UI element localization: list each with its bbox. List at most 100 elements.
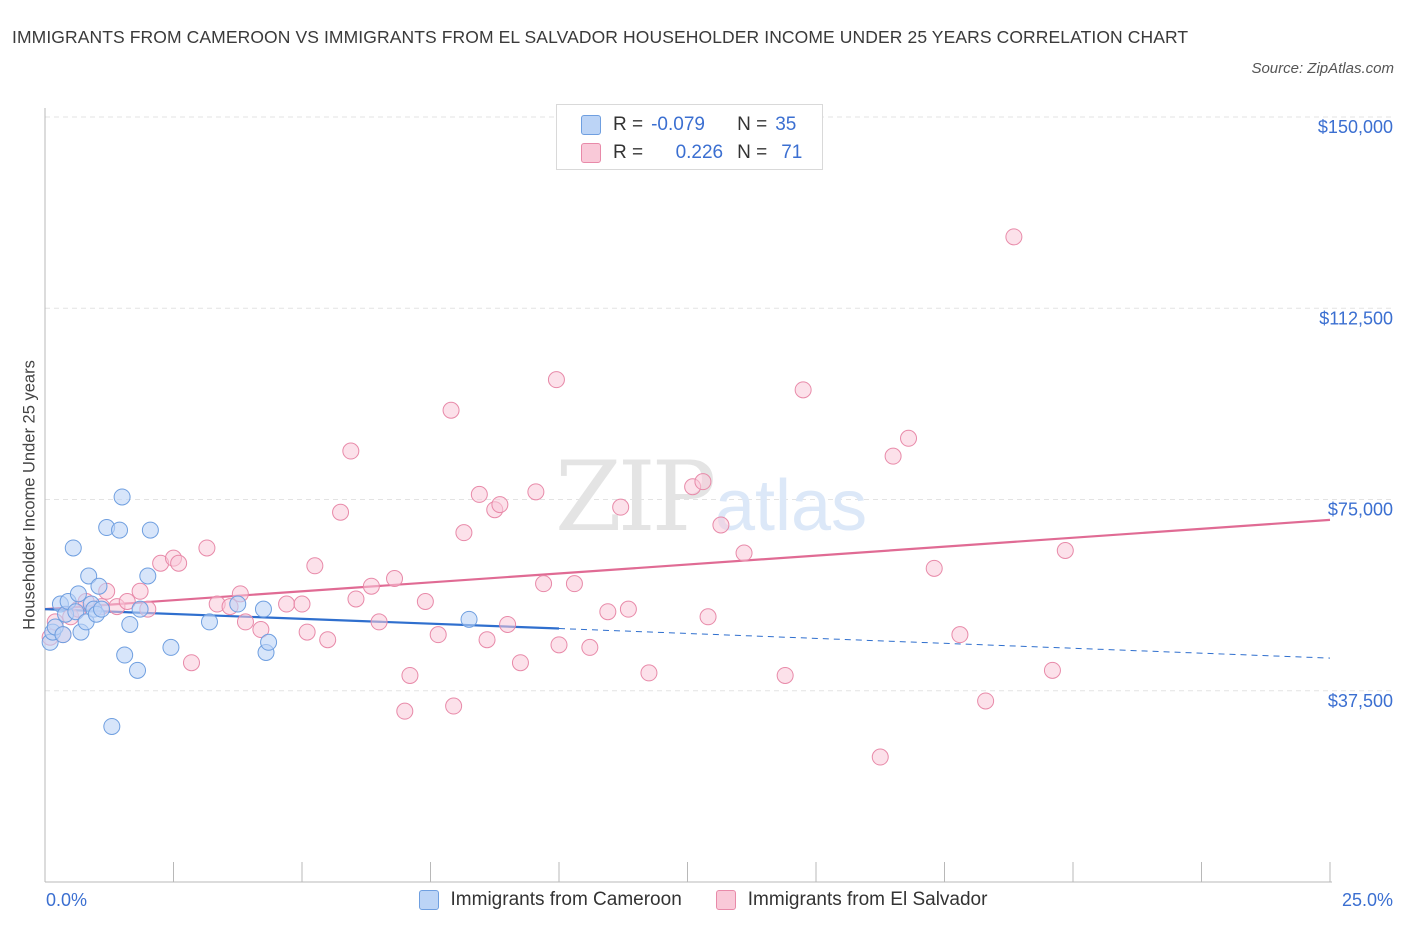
elsalvador-point xyxy=(332,503,350,521)
elsalvador-point xyxy=(1056,542,1074,559)
elsalvador-point xyxy=(547,371,565,389)
cameroon-point xyxy=(103,717,121,735)
watermark-atlas: atlas xyxy=(715,466,867,546)
elsalvador-point xyxy=(370,613,388,631)
elsalvador-point xyxy=(347,590,365,608)
grid-lines xyxy=(45,116,1393,692)
x-tick-max: 25.0% xyxy=(1341,890,1393,910)
elsalvador-point xyxy=(118,593,136,610)
elsalvador-point xyxy=(445,697,463,715)
elsalvador-point xyxy=(925,559,943,577)
elsalvador-point xyxy=(416,593,434,610)
cameroon-swatch xyxy=(581,115,601,135)
y-tick-labels: $37,500 $75,000 $112,500 $150,000 xyxy=(1318,117,1393,711)
elsalvador-point xyxy=(182,654,200,672)
y-tick-label: $150,000 xyxy=(1318,117,1393,137)
n-value: 35 xyxy=(775,114,797,135)
elsalvador-point xyxy=(699,608,717,626)
axes xyxy=(44,108,1332,883)
elsalvador-point xyxy=(131,582,149,600)
elsalvador-swatch xyxy=(581,143,601,163)
elsalvador-point xyxy=(362,577,380,595)
elsalvador-point xyxy=(342,442,360,460)
legend-label-cameroon: Immigrants from Cameroon xyxy=(450,889,682,910)
cameroon-point xyxy=(90,577,108,595)
cameroon-point xyxy=(139,567,157,585)
r-label: R = xyxy=(613,142,644,163)
chart-title: IMMIGRANTS FROM CAMEROON VS IMMIGRANTS F… xyxy=(12,27,1189,47)
r-label: R = xyxy=(613,114,644,135)
elsalvador-point xyxy=(236,613,254,631)
elsalvador-point xyxy=(298,623,316,641)
elsalvador-trend-line xyxy=(44,518,1331,611)
elsalvador-point xyxy=(429,626,447,644)
n-label: N = xyxy=(737,142,768,163)
elsalvador-point xyxy=(527,483,545,501)
x-tick-min: 0.0% xyxy=(46,890,88,910)
cameroon-point xyxy=(113,488,131,506)
cameroon-swatch xyxy=(418,890,439,910)
cameroon-point xyxy=(254,600,272,618)
n-label: N = xyxy=(737,114,768,135)
cameroon-point xyxy=(111,521,129,539)
elsalvador-point xyxy=(694,473,712,491)
elsalvador-point xyxy=(293,595,311,613)
elsalvador-point xyxy=(278,595,296,613)
elsalvador-point xyxy=(776,666,794,684)
cameroon-point xyxy=(129,661,147,679)
elsalvador-point xyxy=(599,603,617,621)
elsalvador-point xyxy=(491,496,509,514)
elsalvador-point xyxy=(612,498,630,516)
cameroon-point xyxy=(260,633,278,651)
elsalvador-point xyxy=(900,429,918,447)
series-legend: Immigrants from Cameroon Immigrants from… xyxy=(0,889,1406,911)
cameroon-point xyxy=(131,600,149,618)
elsalvador-point xyxy=(712,516,730,534)
elsalvador-point xyxy=(396,702,414,720)
elsalvador-point xyxy=(511,654,529,672)
stats-row-elsalvador: R = 0.226 N = 71 xyxy=(581,140,802,166)
cameroon-point xyxy=(200,613,218,631)
elsalvador-point xyxy=(794,381,812,399)
elsalvador-point xyxy=(565,575,583,593)
y-axis-label: Householder Income Under 25 years xyxy=(20,360,39,630)
elsalvador-point xyxy=(619,600,637,618)
elsalvador-point xyxy=(306,557,324,575)
elsalvador-point xyxy=(386,570,404,588)
elsalvador-point xyxy=(198,539,216,557)
elsalvador-point xyxy=(884,447,902,465)
elsalvador-point xyxy=(640,664,658,682)
elsalvador-point xyxy=(470,485,488,503)
cameroon-point xyxy=(69,585,87,603)
elsalvador-point xyxy=(977,692,995,710)
elsalvador-point xyxy=(951,626,969,644)
elsalvador-point xyxy=(401,666,419,684)
cameroon-point xyxy=(229,595,247,613)
cameroon-point xyxy=(141,521,159,539)
r-value: -0.079 xyxy=(651,114,705,135)
cameroon-point xyxy=(54,626,72,644)
cameroon-point xyxy=(162,638,180,656)
elsalvador-point xyxy=(1005,228,1023,246)
elsalvador-point xyxy=(1043,661,1061,679)
elsalvador-point xyxy=(319,631,337,649)
legend-item-cameroon: Immigrants from Cameroon xyxy=(418,889,682,911)
cameroon-point xyxy=(116,646,134,664)
stats-legend: R = -0.079 N = 35 R = 0.226 N = 71 xyxy=(556,104,823,170)
cameroon-point xyxy=(80,567,98,585)
elsalvador-point xyxy=(871,748,889,766)
chart-source: Source: ZipAtlas.com xyxy=(1251,60,1394,77)
elsalvador-point xyxy=(455,524,473,542)
elsalvador-point xyxy=(170,554,188,572)
elsalvador-point xyxy=(735,544,753,562)
elsalvador-point xyxy=(252,621,270,639)
y-tick-label: $112,500 xyxy=(1319,308,1393,328)
cameroon-points xyxy=(41,488,478,735)
cameroon-point xyxy=(460,610,478,628)
cameroon-trend-extension xyxy=(558,628,1331,659)
elsalvador-point xyxy=(535,575,553,593)
cameroon-point xyxy=(64,539,82,557)
legend-item-elsalvador: Immigrants from El Salvador xyxy=(715,889,987,911)
y-tick-label: $37,500 xyxy=(1328,691,1393,711)
elsalvador-swatch xyxy=(715,890,736,910)
